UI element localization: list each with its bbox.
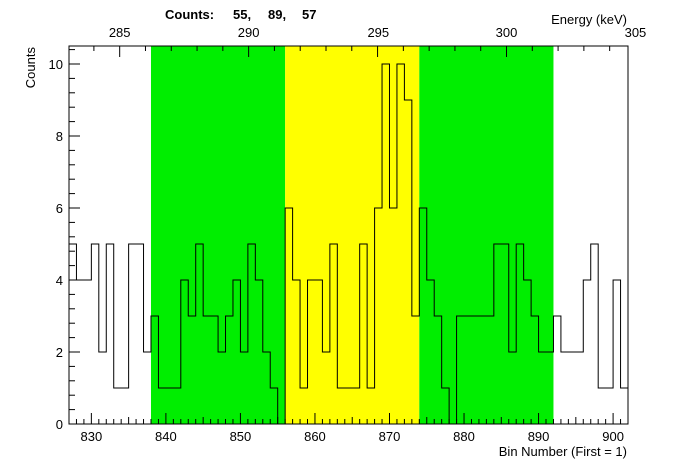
energy-tick-labels: 285 290 295 300 305 [109, 25, 646, 40]
x-tick-label: 840 [155, 429, 177, 444]
x-tick-label: 830 [81, 429, 103, 444]
x-tick-label: 860 [304, 429, 326, 444]
x-tick-label: 870 [379, 429, 401, 444]
histogram-line [69, 63, 629, 425]
counts-header-label: Counts: [165, 7, 214, 22]
region-peak [285, 46, 420, 424]
y-tick-label: 10 [49, 57, 63, 72]
y-tick-labels: 0 2 4 6 8 10 [49, 57, 63, 432]
y-tick-label: 8 [56, 129, 63, 144]
axis-ticks [68, 46, 629, 425]
plot-frame [68, 45, 629, 425]
energy-tick-label: 305 [625, 25, 647, 40]
region-bands [150, 46, 554, 424]
energy-tick-label: 295 [367, 25, 389, 40]
counts-value-right: 57 [302, 7, 316, 22]
region-right-background [419, 46, 554, 424]
y-axis-title: Counts [23, 47, 38, 89]
x-tick-label: 890 [528, 429, 550, 444]
region-left-background [150, 46, 286, 424]
y-tick-label: 4 [56, 273, 63, 288]
energy-tick-label: 300 [496, 25, 518, 40]
x-tick-label: 900 [602, 429, 624, 444]
y-tick-label: 6 [56, 201, 63, 216]
y-tick-label: 2 [56, 345, 63, 360]
energy-tick-label: 290 [238, 25, 260, 40]
counts-value-peak: 89, [268, 7, 286, 22]
energy-tick-label: 285 [109, 25, 131, 40]
x-tick-label: 850 [230, 429, 252, 444]
x-axis-title: Bin Number (First = 1) [499, 444, 627, 459]
y-tick-label: 0 [56, 417, 63, 432]
x2-axis-title: Energy (keV) [551, 12, 627, 27]
x-tick-labels: 830 840 850 860 870 880 890 900 [81, 429, 624, 444]
x-tick-label: 880 [453, 429, 475, 444]
counts-value-left: 55, [233, 7, 251, 22]
